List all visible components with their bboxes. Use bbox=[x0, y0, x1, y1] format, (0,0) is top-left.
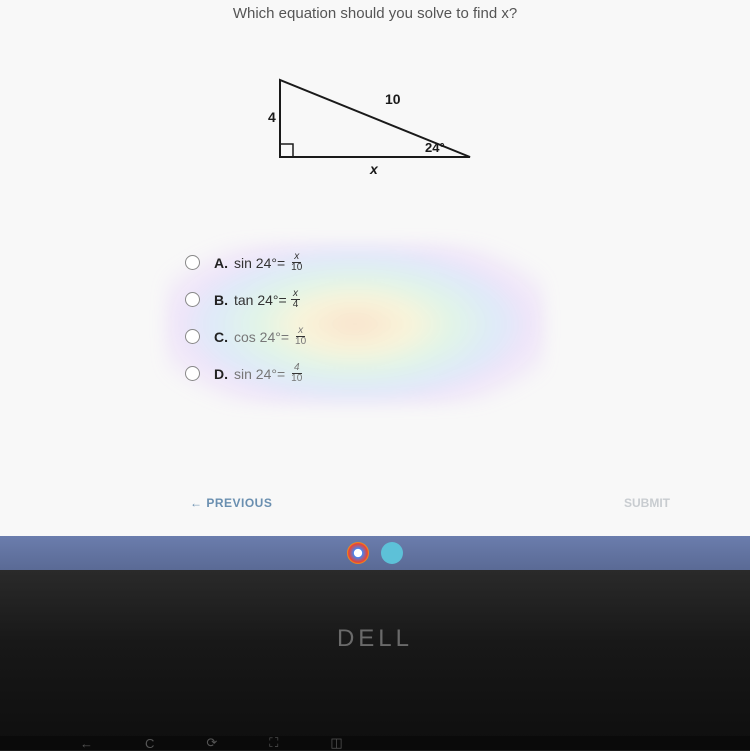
nav-row: ← PREVIOUS SUBMIT bbox=[190, 496, 710, 510]
side-left-label: 4 bbox=[268, 109, 276, 125]
option-b[interactable]: B. tan 24° = x 4 bbox=[185, 289, 750, 310]
option-letter: C. bbox=[214, 329, 228, 345]
key-hint: C bbox=[145, 736, 154, 751]
options-list: A. sin 24° = x 10 B. tan 24° = x 4 bbox=[185, 252, 750, 384]
hypotenuse-label: 10 bbox=[385, 91, 401, 107]
radio-icon[interactable] bbox=[185, 366, 200, 381]
option-letter: D. bbox=[214, 366, 228, 382]
chrome-icon[interactable] bbox=[347, 542, 369, 564]
option-equation: tan 24° = x 4 bbox=[234, 289, 300, 310]
option-c[interactable]: C. cos 24° = x 10 bbox=[185, 326, 750, 347]
angle-label: 24° bbox=[425, 140, 445, 155]
key-hint: ⟳ bbox=[206, 735, 217, 751]
option-d[interactable]: D. sin 24° = 4 10 bbox=[185, 363, 750, 384]
option-equation: sin 24° = x 10 bbox=[234, 252, 304, 273]
option-a[interactable]: A. sin 24° = x 10 bbox=[185, 252, 750, 273]
key-hint: ◫ bbox=[330, 735, 342, 751]
question-text: Which equation should you solve to find … bbox=[0, 0, 750, 22]
key-hint: ← bbox=[80, 736, 93, 751]
taskbar bbox=[0, 536, 750, 570]
radio-icon[interactable] bbox=[185, 329, 200, 344]
option-equation: sin 24° = 4 10 bbox=[234, 363, 304, 384]
radio-icon[interactable] bbox=[185, 292, 200, 307]
files-icon[interactable] bbox=[381, 542, 403, 564]
option-letter: A. bbox=[214, 255, 228, 271]
quiz-screen: Which equation should you solve to find … bbox=[0, 0, 750, 570]
keyboard-edge: ← C ⟳ ⛶ ◫ bbox=[0, 736, 750, 750]
option-equation: cos 24° = x 10 bbox=[234, 326, 308, 347]
bottom-label: x bbox=[369, 161, 379, 177]
submit-button[interactable]: SUBMIT bbox=[624, 496, 670, 510]
option-letter: B. bbox=[214, 292, 228, 308]
laptop-chassis: DELL ← C ⟳ ⛶ ◫ bbox=[0, 570, 750, 750]
dell-logo: DELL bbox=[0, 625, 750, 653]
key-hint: ⛶ bbox=[269, 735, 278, 751]
triangle-diagram: 4 10 24° x bbox=[260, 62, 490, 182]
radio-icon[interactable] bbox=[185, 255, 200, 270]
previous-button[interactable]: ← PREVIOUS bbox=[190, 496, 272, 510]
